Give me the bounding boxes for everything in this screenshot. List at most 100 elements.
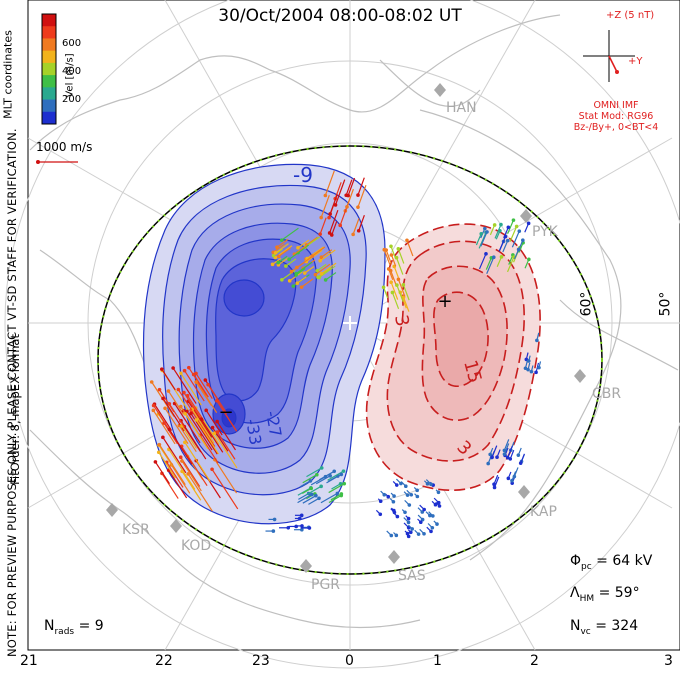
station-label-pgr: PGR [311, 577, 341, 593]
velocity-vector-origin [307, 526, 312, 530]
velocity-vector-origin [178, 404, 183, 409]
velocity-vector-origin [279, 238, 284, 242]
velocity-vector-origin [328, 212, 332, 216]
velocity-vector-origin [327, 215, 331, 220]
velocity-vector [187, 395, 205, 422]
stat-lambda-symbol: Λ [570, 585, 580, 601]
velocity-vector [498, 236, 507, 252]
velocity-vector-origin [356, 193, 360, 197]
velocity-vector-origin [433, 502, 438, 507]
velocity-vector-origin [406, 516, 411, 521]
mlt-tick-22: 22 [155, 653, 173, 669]
velocity-vector [503, 227, 509, 239]
velocity-vector [397, 248, 405, 264]
positive-potential-cell [365, 223, 541, 492]
velocity-vector [164, 407, 189, 445]
velocity-vector-origin [403, 484, 408, 488]
velocity-vector [305, 249, 323, 263]
velocity-vector-origin [182, 390, 186, 395]
velocity-vector [199, 434, 219, 464]
velocity-vector [358, 215, 365, 231]
velocity-vector [304, 265, 315, 274]
velocity-vector-origin [186, 472, 190, 476]
velocity-vector-origin [386, 494, 391, 499]
velocity-vector-origin [403, 510, 407, 515]
pole-marker [343, 316, 357, 330]
velocity-vector-origin [389, 253, 394, 257]
velocity-vector-origin [381, 285, 386, 290]
velocity-vector [211, 468, 239, 510]
velocity-vector-origin [162, 421, 166, 425]
velocity-vector [168, 403, 186, 428]
velocity-vector-origin [300, 524, 304, 528]
velocity-vector [163, 422, 178, 445]
velocity-vector [216, 431, 236, 460]
velocity-vector [485, 257, 492, 270]
velocity-vector [214, 459, 238, 494]
velocity-vector-origin [410, 527, 415, 531]
velocity-vector-origin [490, 455, 494, 460]
velocity-vector-origin [315, 472, 319, 477]
velocity-vector [278, 247, 291, 257]
velocity-vector [329, 210, 339, 234]
velocity-vector-origin [180, 469, 184, 474]
velocity-vector [294, 244, 307, 255]
mlt-tick-21: 21 [20, 653, 38, 669]
velocity-vector-origin [191, 372, 196, 377]
velocity-vector-origin [299, 285, 304, 289]
velocity-vector [216, 421, 237, 451]
hm-boundary-vectors [97, 145, 603, 575]
velocity-vector [478, 253, 487, 270]
station-marker [106, 503, 118, 517]
velocity-vector [390, 254, 397, 267]
velocity-vector-origin [430, 525, 435, 530]
stat-phi-value: = 64 kV [596, 553, 653, 569]
velocity-vector-origin [271, 529, 276, 533]
colorbar-segment [42, 111, 56, 125]
velocity-vector-origin [506, 225, 511, 230]
imf-y-label: +Y [628, 56, 643, 67]
velocity-vector-origin [194, 380, 198, 384]
stat-nvc-value: = 324 [595, 618, 639, 634]
velocity-vector-origin [483, 226, 487, 231]
velocity-vector-origin [492, 485, 497, 490]
velocity-vector-origin [422, 507, 426, 512]
velocity-vector-origin [484, 252, 488, 256]
mlt-tick-23: 23 [252, 653, 270, 669]
velocity-vector-origin [273, 251, 278, 255]
velocity-vector [390, 246, 396, 258]
velocity-vector-origin [161, 396, 165, 401]
velocity-vector [319, 217, 327, 235]
velocity-vector-origin [394, 533, 399, 538]
stat-lambda-hm: ΛHM = 59° [570, 585, 640, 604]
velocity-vector-origin [392, 494, 396, 498]
station-label-han: HAN [446, 100, 477, 116]
radar-stations [106, 83, 586, 573]
station-marker [170, 519, 182, 533]
velocity-vector [195, 381, 213, 407]
velocity-vector [180, 456, 201, 487]
velocity-vector [275, 243, 289, 254]
imf-model: Stat Mod: RG96 [578, 111, 654, 122]
velocity-vector-origin [314, 493, 318, 498]
station-marker [520, 209, 532, 223]
velocity-vector-origin [310, 492, 314, 497]
velocity-vector-origin [180, 459, 184, 463]
velocity-vector-origin [157, 442, 162, 447]
velocity-vector-origin [499, 255, 504, 259]
velocity-vector [154, 461, 171, 485]
velocity-vector-origin [270, 262, 275, 267]
velocity-vector [166, 461, 184, 488]
velocity-vector-origin [526, 367, 530, 372]
velocity-vector-origin [396, 246, 401, 251]
velocity-vector-origin [378, 512, 383, 517]
velocity-vector-origin [157, 387, 162, 392]
velocity-vector-origin [401, 283, 406, 287]
velocity-vector-origin [206, 382, 210, 387]
velocity-vector-origin [435, 522, 439, 526]
velocity-vector [195, 373, 213, 399]
velocity-vector [281, 227, 299, 241]
velocity-vector [168, 469, 188, 499]
velocity-vector [216, 400, 238, 432]
velocity-vector [320, 492, 338, 504]
